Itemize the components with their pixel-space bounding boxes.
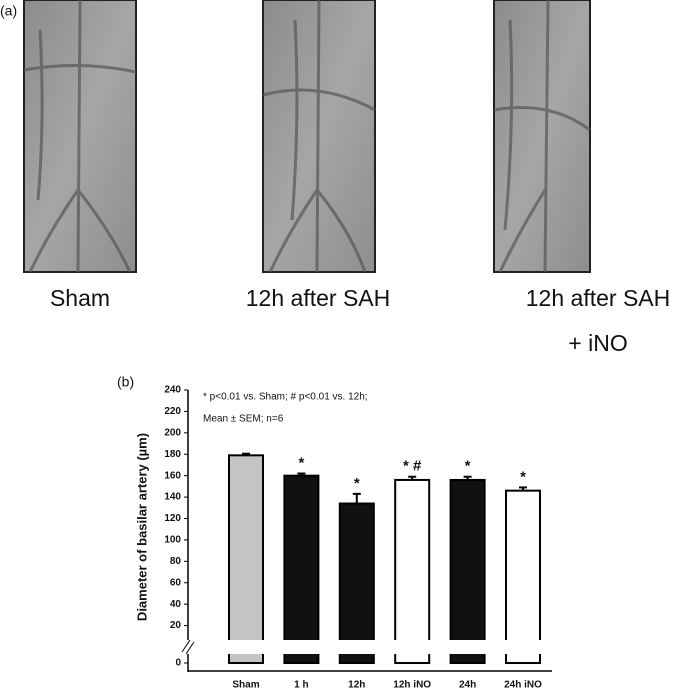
significance-mark: *	[520, 468, 526, 485]
panel-label: (b)	[117, 374, 134, 390]
annotation: Mean ± SEM; n=6	[203, 414, 284, 425]
y-tick-label: 100	[164, 535, 181, 546]
image-caption: 12h after SAH	[246, 285, 390, 311]
x-tick-label: 24h iNO	[504, 680, 542, 690]
image-caption: + iNO	[568, 330, 627, 356]
bar	[338, 502, 375, 664]
y-tick-label: 20	[170, 620, 182, 631]
scale-bar-label: 500 µm	[182, 249, 206, 256]
x-tick-label: Sham	[232, 680, 259, 690]
significance-mark: *	[465, 458, 471, 475]
y-tick-label: 240	[164, 385, 181, 396]
micrograph	[493, 0, 591, 273]
annotation: * p<0.01 vs. Sham; # p<0.01 vs. 12h;	[203, 392, 368, 403]
x-tick-label: 24h	[459, 680, 476, 690]
micrograph: 500 µm	[23, 0, 212, 273]
bar	[228, 454, 264, 664]
x-tick-label: 1 h	[294, 680, 308, 690]
x-tick-label: 12h	[348, 680, 365, 690]
significance-mark: * #	[403, 458, 422, 475]
axis-break	[176, 640, 552, 654]
significance-mark: *	[354, 475, 360, 492]
y-tick-label: 0	[175, 658, 181, 669]
bar	[283, 474, 320, 664]
micrograph	[262, 0, 376, 273]
significance-mark: *	[298, 454, 304, 471]
bar	[505, 489, 541, 664]
bar	[449, 478, 486, 665]
y-tick-label: 160	[164, 470, 181, 481]
y-tick-label: 120	[164, 513, 181, 524]
y-tick-label: 220	[164, 406, 181, 417]
y-tick-label: 200	[164, 427, 181, 438]
panel-label: (a)	[0, 3, 17, 19]
axis-break-mark	[185, 641, 195, 655]
y-axis-label: Diameter of basilar artery (µm)	[134, 433, 149, 621]
y-tick-label: 80	[170, 556, 182, 567]
axis-break-mark	[181, 639, 191, 653]
image-caption: 12h after SAH	[526, 285, 670, 311]
y-tick-label: 40	[170, 599, 182, 610]
y-tick-label: 60	[170, 577, 182, 588]
bar	[394, 478, 431, 665]
y-tick-label: 180	[164, 449, 181, 460]
x-tick-label: 12h iNO	[393, 680, 431, 690]
image-caption: Sham	[50, 285, 110, 311]
y-tick-label: 140	[164, 492, 181, 503]
